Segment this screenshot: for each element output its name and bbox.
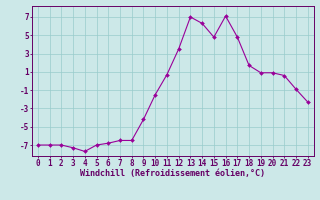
X-axis label: Windchill (Refroidissement éolien,°C): Windchill (Refroidissement éolien,°C) bbox=[80, 169, 265, 178]
